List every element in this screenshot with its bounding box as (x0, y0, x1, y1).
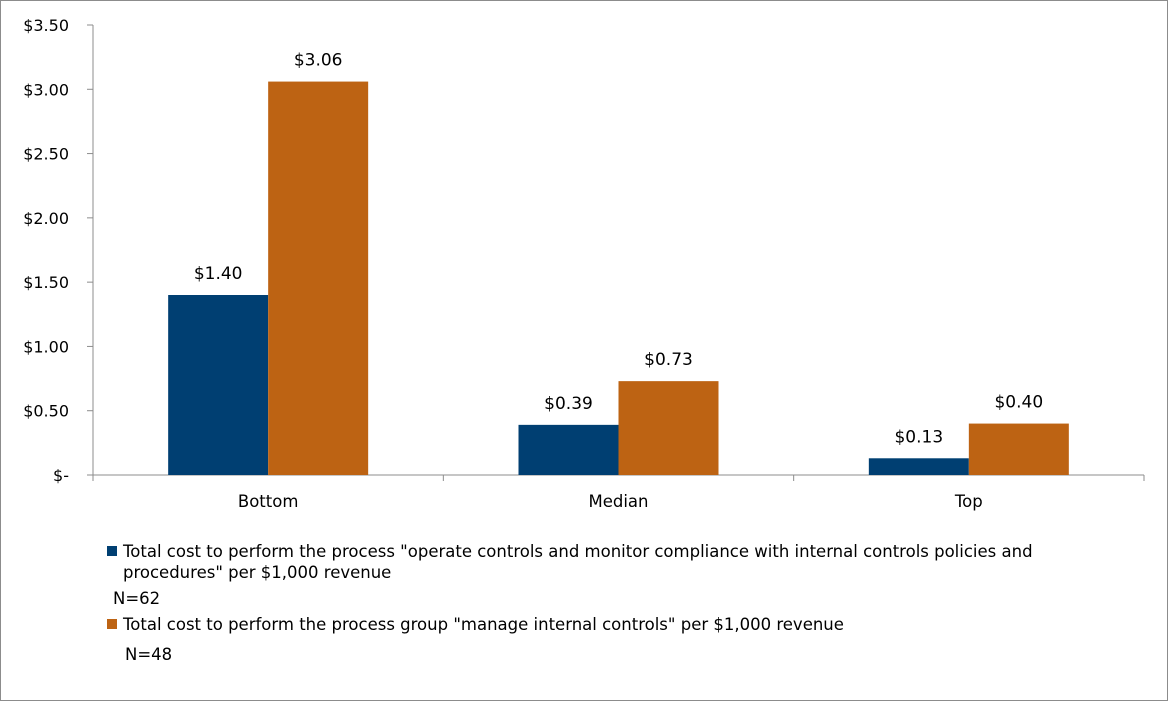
x-tick-label: Median (588, 492, 648, 511)
data-label-1-top: $0.13 (894, 427, 943, 447)
data-label-1-median: $0.39 (544, 394, 593, 414)
legend-label-series-2: Total cost to perform the process group … (123, 615, 844, 634)
y-tick-label: $3.00 (23, 80, 69, 99)
legend-item-series-2: Total cost to perform the process group … (107, 614, 1097, 635)
legend-swatch-series-1 (107, 546, 117, 556)
y-tick-label: $1.00 (23, 337, 69, 356)
bar-1-bottom (168, 295, 269, 475)
y-tick-label: $3.50 (23, 16, 69, 35)
y-tick-label: $- (53, 466, 69, 485)
y-tick-label: $0.50 (23, 402, 69, 421)
bar-2-bottom (268, 81, 369, 476)
data-label-1-bottom: $1.40 (194, 264, 243, 284)
legend: Total cost to perform the process "opera… (107, 541, 1097, 665)
data-label-2-top: $0.40 (994, 393, 1043, 413)
bar-chart: $- $0.50 $1.00 $1.50 $2.00 $2.50 $3.00 $3.50 Bot… (23, 16, 1145, 511)
y-tick-label: $2.50 (23, 145, 69, 164)
legend-swatch-series-2 (107, 619, 117, 629)
data-label-2-median: $0.73 (644, 350, 693, 370)
bar-2-median (618, 381, 719, 475)
data-label-2-bottom: $3.06 (294, 51, 343, 71)
legend-label-series-1: Total cost to perform the process "opera… (123, 542, 1033, 582)
y-tick-label: $2.00 (23, 209, 69, 228)
x-tick-label: Top (954, 492, 983, 511)
y-tick-label: $1.50 (23, 273, 69, 292)
legend-note-series-2: N=48 (125, 645, 173, 664)
legend-item-series-1: Total cost to perform the process "opera… (107, 541, 1097, 583)
bar-1-top (868, 458, 969, 475)
bar-1-median (518, 424, 619, 475)
x-tick-label: Bottom (238, 492, 299, 511)
bar-2-top (968, 423, 1069, 475)
legend-note-series-1: N=62 (113, 589, 161, 608)
